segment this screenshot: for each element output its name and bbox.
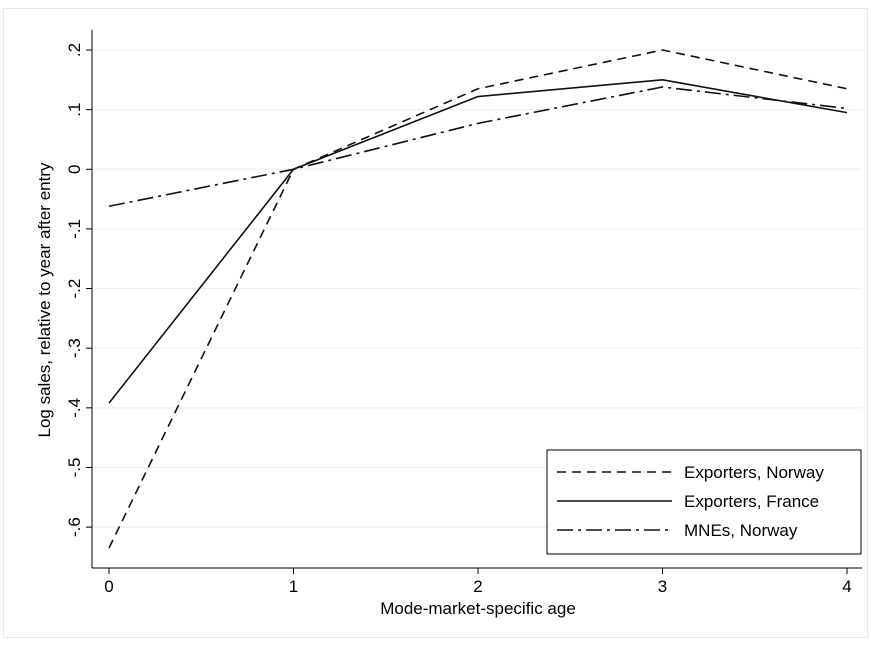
y-tick-label: -.2 [65,279,84,299]
y-tick-label: -.4 [65,398,84,418]
x-tick-label: 4 [842,577,851,596]
legend-label: Exporters, Norway [684,463,824,482]
outer-border [3,8,868,638]
legend-box [546,449,862,555]
x-tick-label: 0 [104,577,113,596]
legend-label: Exporters, France [684,492,819,511]
tick-labels: -.6 -.5 -.4 -.3 -.2 -.1 0 .1 .2 0 1 2 3 4 [65,43,852,596]
y-tick-label: -.5 [65,458,84,478]
y-tick-label: .1 [65,103,84,117]
series-line [108,79,848,404]
y-axis-label: Log sales, relative to year after entry [35,162,54,437]
y-tick-label: 0 [65,165,84,174]
series-line [108,49,848,549]
legend: Exporters, Norway Exporters, France MNEs, … [546,449,862,555]
gridlines [92,49,862,528]
legend-label: MNEs, Norway [684,521,798,540]
x-axis-label: Mode-market-specific age [380,599,576,618]
y-tick-label: .2 [65,43,84,57]
y-tick-label: -.6 [65,517,84,537]
series-line [108,86,848,208]
y-tick-label: -.1 [65,219,84,239]
x-tick-label: 2 [473,577,482,596]
y-tick-label: -.3 [65,338,84,358]
x-tick-label: 3 [658,577,667,596]
series-layer [108,49,848,549]
x-tick-label: 1 [289,577,298,596]
axes-layer [86,30,862,574]
